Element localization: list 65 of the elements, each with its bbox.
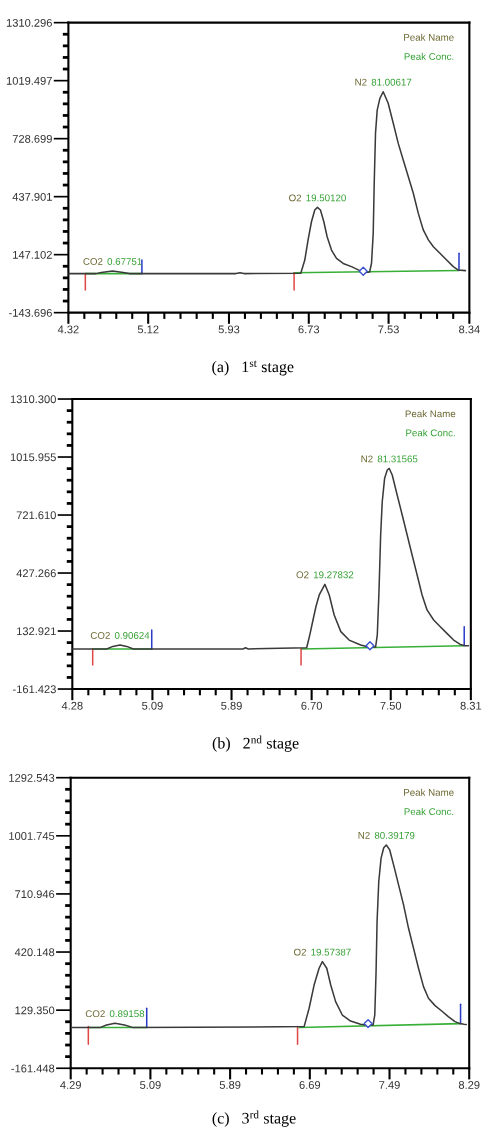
- y-tick-label: 1292.543: [9, 773, 55, 782]
- x-tick-label: 7.53: [378, 325, 399, 334]
- y-tick-label: 420.148: [14, 948, 55, 957]
- y-tick-label: 710.946: [15, 890, 55, 899]
- y-tick-label: -161.423: [12, 685, 56, 694]
- x-tick-label: 5.89: [221, 701, 242, 710]
- annotation: 80.39179: [374, 831, 415, 839]
- y-tick-label: 1310.296: [6, 18, 52, 27]
- x-tick-label: 6.69: [299, 1081, 321, 1089]
- y-tick-label: 129.350: [15, 1006, 55, 1015]
- line-series: [70, 844, 467, 1029]
- annotation: N2: [361, 455, 373, 463]
- annotation: Peak Conc.: [404, 52, 454, 60]
- x-tick-label: 6.70: [301, 701, 323, 710]
- text: (b) 2$^{nd}$ stage: [212, 735, 299, 752]
- y-tick-label: 721.610: [16, 511, 56, 520]
- x-tick-label: 7.49: [379, 1081, 400, 1089]
- text: (a) 1$^{st}$ stage: [212, 360, 294, 376]
- annotation: Peak Name: [405, 410, 456, 418]
- y-tick-label: 147.102: [13, 250, 52, 259]
- x-tick-label: 5.09: [140, 1081, 161, 1089]
- annotation: CO2: [83, 258, 103, 265]
- annotation: CO2: [85, 1010, 105, 1018]
- y-tick-label: 132.921: [17, 627, 56, 636]
- y-tick-label: 1310.300: [10, 395, 56, 404]
- annotation: O2: [296, 571, 309, 579]
- x-tick-label: 5.12: [137, 325, 159, 334]
- y-tick-label: 1001.745: [9, 832, 55, 840]
- x-tick-label: 5.89: [219, 1081, 241, 1089]
- annotation: 19.57387: [311, 948, 351, 956]
- annotation: 0.89158: [109, 1010, 145, 1018]
- y-tick-label: 728.699: [12, 134, 52, 143]
- annotation: Peak Name: [404, 788, 454, 796]
- annotation: 81.00617: [371, 78, 412, 86]
- x-tick-label: 5.09: [142, 701, 163, 710]
- x-tick-label: 8.29: [458, 1081, 480, 1089]
- text: (c) 3$^{rd}$ stage: [212, 1110, 296, 1127]
- x-tick-label: 8.34: [459, 325, 480, 334]
- annotation: N2: [355, 78, 367, 86]
- annotation: Peak Conc.: [406, 429, 455, 437]
- annotation: 0.90624: [114, 632, 150, 639]
- annotation: Peak Name: [404, 33, 454, 41]
- y-tick-label: -143.696: [9, 308, 52, 317]
- x-tick-label: 6.73: [298, 325, 320, 334]
- annotation: O2: [293, 948, 307, 956]
- x-tick-label: 4.28: [61, 701, 83, 710]
- y-tick-label: 1019.497: [6, 76, 52, 85]
- annotation: CO2: [90, 632, 110, 639]
- x-tick-label: 5.93: [218, 325, 240, 334]
- x-tick-label: 8.31: [460, 701, 482, 710]
- line-series: [72, 467, 470, 650]
- line-series: [68, 90, 467, 275]
- y-tick-label: 437.901: [12, 192, 52, 201]
- y-tick-label: 427.266: [16, 569, 56, 578]
- x-tick-label: 4.29: [60, 1081, 81, 1089]
- y-tick-label: -161.448: [11, 1064, 55, 1073]
- y-tick-label: 1015.955: [10, 453, 56, 462]
- annotation: Peak Conc.: [404, 807, 454, 816]
- x-tick-label: 4.32: [57, 325, 79, 334]
- annotation: 81.31565: [377, 455, 418, 463]
- annotation: O2: [289, 194, 302, 202]
- annotation: N2: [358, 831, 370, 839]
- x-tick-label: 7.50: [380, 701, 402, 710]
- annotation: 19.50120: [306, 194, 346, 202]
- annotation: 19.27832: [313, 571, 354, 579]
